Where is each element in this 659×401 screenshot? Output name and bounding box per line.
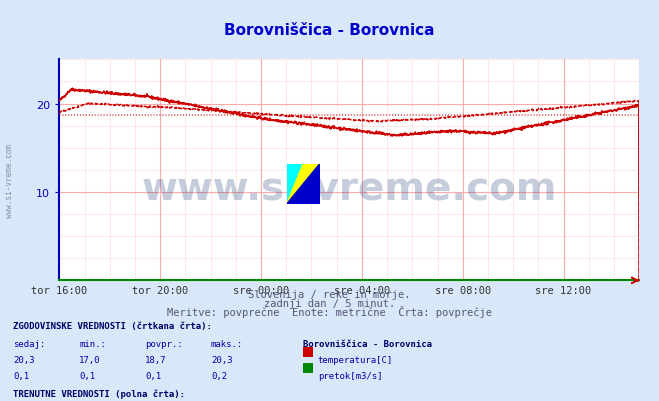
Text: temperatura[C]: temperatura[C]	[318, 355, 393, 364]
Text: 18,7: 18,7	[145, 355, 167, 364]
Polygon shape	[287, 164, 320, 205]
Text: 0,1: 0,1	[79, 371, 95, 380]
Text: maks.:: maks.:	[211, 339, 243, 348]
Text: 0,2: 0,2	[211, 371, 227, 380]
Polygon shape	[287, 164, 320, 205]
Text: 17,0: 17,0	[79, 355, 101, 364]
Text: Meritve: povprečne  Enote: metrične  Črta: povprečje: Meritve: povprečne Enote: metrične Črta:…	[167, 305, 492, 317]
Text: Borovniščica - Borovnica: Borovniščica - Borovnica	[224, 22, 435, 38]
Polygon shape	[287, 164, 303, 205]
Text: www.si-vreme.com: www.si-vreme.com	[142, 169, 557, 207]
Text: www.si-vreme.com: www.si-vreme.com	[5, 144, 14, 217]
Text: 0,1: 0,1	[145, 371, 161, 380]
Text: TRENUTNE VREDNOSTI (polna črta):: TRENUTNE VREDNOSTI (polna črta):	[13, 389, 185, 399]
Text: povpr.:: povpr.:	[145, 339, 183, 348]
Text: min.:: min.:	[79, 339, 106, 348]
Text: Slovenija / reke in morje.: Slovenija / reke in morje.	[248, 290, 411, 300]
Text: 0,1: 0,1	[13, 371, 29, 380]
Text: zadnji dan / 5 minut.: zadnji dan / 5 minut.	[264, 298, 395, 308]
Text: sedaj:: sedaj:	[13, 339, 45, 348]
Text: pretok[m3/s]: pretok[m3/s]	[318, 371, 382, 380]
Text: ZGODOVINSKE VREDNOSTI (črtkana črta):: ZGODOVINSKE VREDNOSTI (črtkana črta):	[13, 321, 212, 330]
Text: Borovniščica - Borovnica: Borovniščica - Borovnica	[303, 339, 432, 348]
Text: 20,3: 20,3	[13, 355, 35, 364]
Text: 20,3: 20,3	[211, 355, 233, 364]
